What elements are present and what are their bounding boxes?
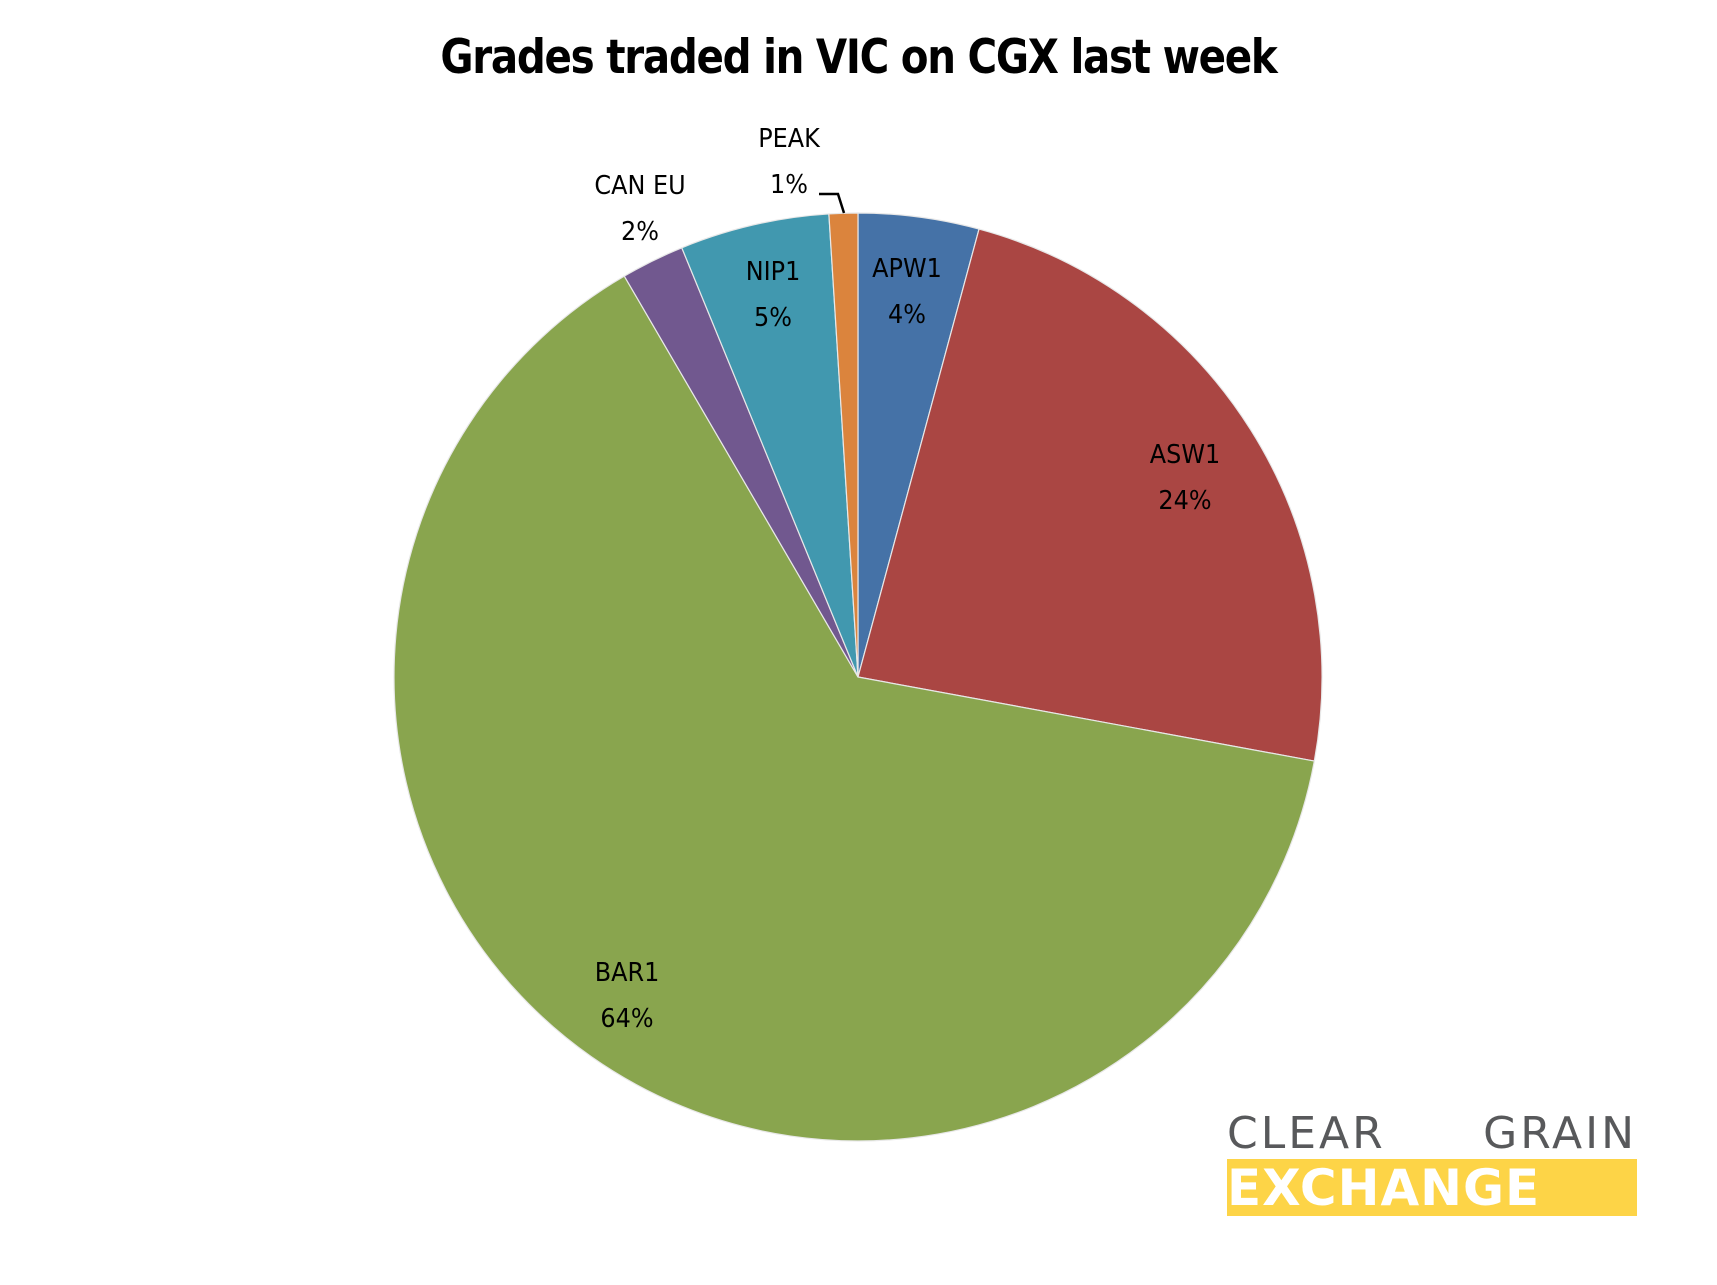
data-label-bar1: BAR1 64% [595, 950, 660, 1042]
label-category: ASW1 [1149, 440, 1221, 470]
label-percent: 64% [600, 1004, 654, 1034]
peak-leader-line [819, 192, 846, 214]
label-percent: 5% [754, 303, 792, 333]
logo-text-clear-grain: CLEAR GRAIN [1227, 1108, 1637, 1159]
label-category: APW1 [872, 254, 942, 284]
data-label-can-eu: CAN EU 2% [594, 163, 685, 255]
data-label-peak: PEAK 1% [758, 116, 820, 208]
pie-slice-nip1 [680, 213, 859, 678]
label-category: CAN EU [594, 171, 686, 201]
data-label-apw1: APW1 4% [872, 246, 942, 338]
label-percent: 1% [770, 170, 808, 200]
label-percent: 2% [621, 217, 659, 247]
pie-slice-peak [828, 212, 859, 678]
data-label-nip1: NIP1 5% [746, 249, 801, 341]
data-label-asw1: ASW1 24% [1150, 432, 1220, 524]
logo-text-exchange: EXCHANGE [1227, 1159, 1541, 1217]
label-category: PEAK [758, 124, 820, 154]
pie-slice-bar1 [393, 275, 1316, 1142]
pie-slices [393, 212, 1323, 1142]
label-category: BAR1 [594, 958, 660, 988]
label-percent: 4% [888, 300, 926, 330]
clear-grain-exchange-logo: CLEAR GRAIN EXCHANGE [1227, 1108, 1637, 1217]
chart-title: Grades traded in VIC on CGX last week [440, 30, 1277, 85]
logo-yellow-bar [1227, 1159, 1637, 1216]
label-category: NIP1 [745, 257, 801, 287]
label-percent: 24% [1158, 486, 1212, 516]
pie-slice-asw1 [857, 228, 1323, 762]
